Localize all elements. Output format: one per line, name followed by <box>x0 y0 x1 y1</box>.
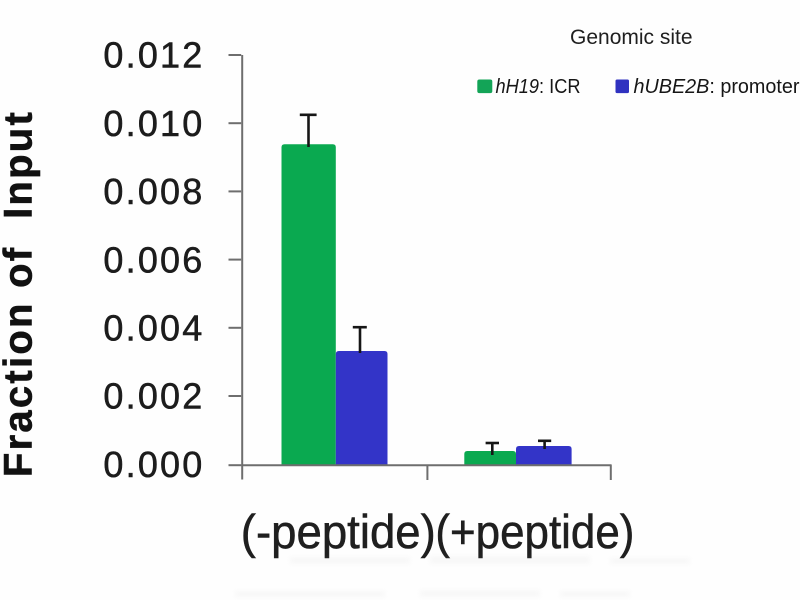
svg-text:0.010: 0.010 <box>103 103 204 144</box>
svg-text:hUBE2B: promoter: hUBE2B: promoter <box>634 76 800 98</box>
svg-text:0.008: 0.008 <box>103 171 204 212</box>
svg-text:0.002: 0.002 <box>103 376 204 417</box>
svg-text:0.004: 0.004 <box>103 308 204 349</box>
svg-text:0.006: 0.006 <box>103 239 204 280</box>
svg-text:0.000: 0.000 <box>103 444 204 485</box>
svg-text:hH19: ICR: hH19: ICR <box>496 76 581 98</box>
svg-text:Fraction of Input: Fraction of Input <box>0 110 41 477</box>
svg-text:Genomic site: Genomic site <box>570 26 693 49</box>
svg-text:(+peptide): (+peptide) <box>435 505 634 558</box>
svg-text:(-peptide): (-peptide) <box>241 505 436 558</box>
svg-text:0.012: 0.012 <box>103 35 204 76</box>
